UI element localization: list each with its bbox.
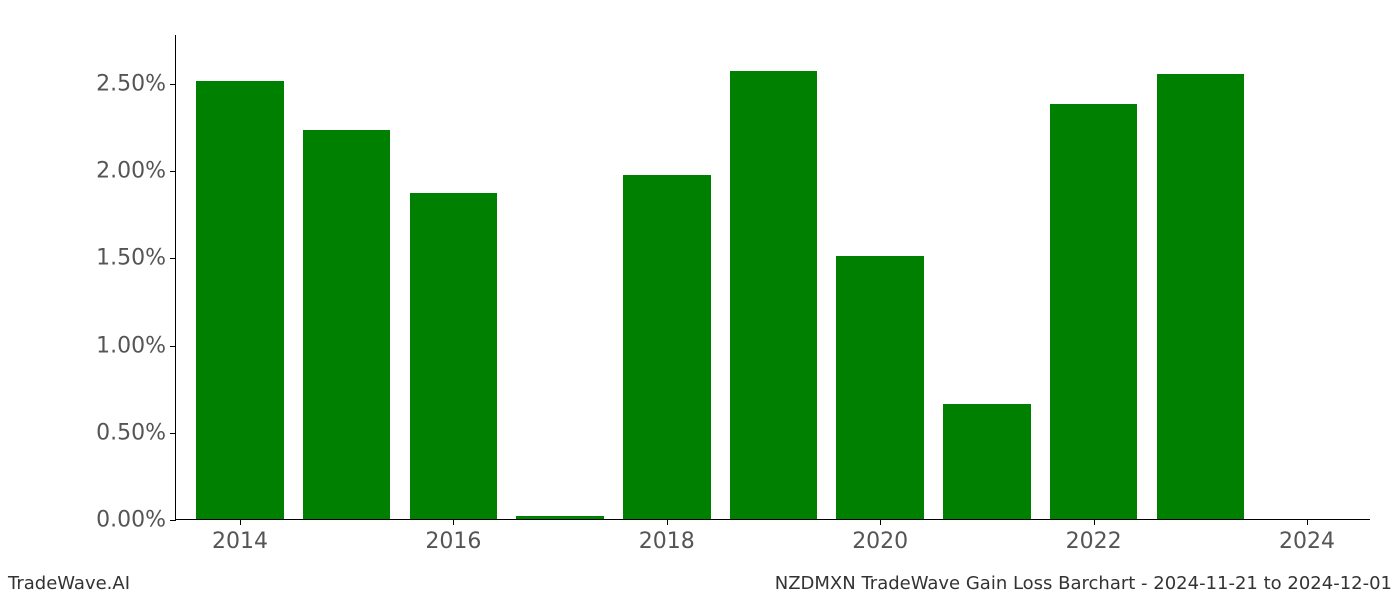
bar xyxy=(836,256,923,519)
y-tick-label: 0.00% xyxy=(96,508,176,533)
x-tick-label: 2016 xyxy=(425,519,481,554)
bar xyxy=(623,175,710,519)
plot-area: 0.00%0.50%1.00%1.50%2.00%2.50%2014201620… xyxy=(175,35,1370,520)
x-tick-label: 2020 xyxy=(852,519,908,554)
x-tick-label: 2024 xyxy=(1279,519,1335,554)
y-tick-label: 1.50% xyxy=(96,246,176,271)
footer-right-text: NZDMXN TradeWave Gain Loss Barchart - 20… xyxy=(775,573,1392,594)
bar xyxy=(730,71,817,519)
footer-left-text: TradeWave.AI xyxy=(8,573,130,594)
bar xyxy=(303,130,390,519)
gain-loss-barchart: 0.00% 0.50% 1.00% 1.50% 2.00% 2.50% 2014 2016 20… xyxy=(0,0,1400,600)
y-tick-label: 1.00% xyxy=(96,333,176,358)
bar xyxy=(1050,104,1137,519)
bar xyxy=(196,81,283,519)
x-tick-label: 2014 xyxy=(212,519,268,554)
bar xyxy=(943,404,1030,519)
y-tick-label: 2.50% xyxy=(96,71,176,96)
bar xyxy=(516,516,603,519)
y-tick-label: 2.00% xyxy=(96,159,176,184)
bar xyxy=(1157,74,1244,519)
x-tick-label: 2018 xyxy=(639,519,695,554)
bar xyxy=(410,193,497,519)
y-tick-label: 0.50% xyxy=(96,420,176,445)
x-tick-label: 2022 xyxy=(1066,519,1122,554)
